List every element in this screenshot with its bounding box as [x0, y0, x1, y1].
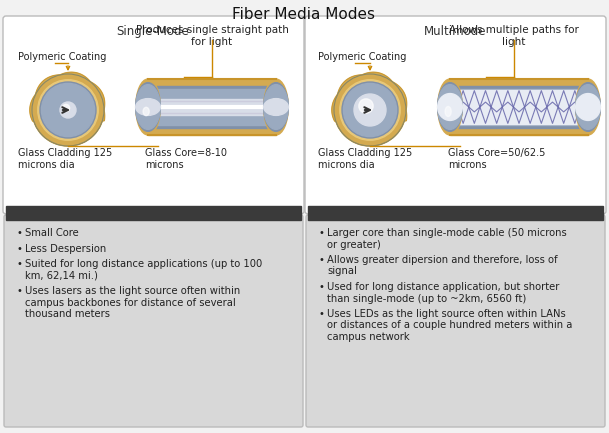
Text: •: • — [16, 259, 22, 269]
FancyBboxPatch shape — [3, 16, 304, 214]
Ellipse shape — [438, 84, 462, 129]
Ellipse shape — [438, 83, 462, 131]
Text: Small Core: Small Core — [25, 228, 79, 238]
Text: Glass Core=50/62.5
microns: Glass Core=50/62.5 microns — [448, 148, 546, 170]
Text: •: • — [16, 228, 22, 238]
Circle shape — [62, 104, 69, 112]
Text: Less Despersion: Less Despersion — [25, 243, 106, 253]
Text: than single-mode (up to ~2km, 6560 ft): than single-mode (up to ~2km, 6560 ft) — [327, 294, 526, 304]
Ellipse shape — [264, 84, 288, 129]
Bar — [450, 86, 588, 128]
Text: •: • — [318, 255, 324, 265]
Circle shape — [38, 80, 98, 140]
Text: Single-Mode: Single-Mode — [117, 25, 189, 38]
Ellipse shape — [136, 79, 160, 135]
Text: •: • — [318, 309, 324, 319]
FancyBboxPatch shape — [305, 16, 606, 214]
Circle shape — [60, 102, 76, 118]
Ellipse shape — [576, 94, 600, 120]
Polygon shape — [332, 72, 407, 146]
Text: Glass Cladding 125
microns dia: Glass Cladding 125 microns dia — [318, 148, 412, 170]
Circle shape — [343, 84, 396, 136]
Text: thousand meters: thousand meters — [25, 309, 110, 319]
Text: Allows multiple paths for
light: Allows multiple paths for light — [449, 25, 579, 47]
Ellipse shape — [576, 79, 600, 135]
FancyBboxPatch shape — [4, 215, 303, 427]
Circle shape — [40, 82, 96, 138]
Polygon shape — [30, 72, 105, 146]
Ellipse shape — [264, 83, 288, 131]
Ellipse shape — [438, 79, 462, 135]
Ellipse shape — [576, 83, 600, 131]
Text: Produces single straight path
for light: Produces single straight path for light — [136, 25, 289, 47]
Ellipse shape — [576, 84, 600, 129]
Circle shape — [342, 82, 398, 138]
Text: Uses LEDs as the light source often within LANs: Uses LEDs as the light source often with… — [327, 309, 566, 319]
Text: signal: signal — [327, 266, 357, 277]
Text: km, 62,14 mi.): km, 62,14 mi.) — [25, 271, 98, 281]
Bar — [148, 99, 276, 116]
Ellipse shape — [445, 107, 451, 116]
Text: •: • — [318, 228, 324, 238]
Text: Multimode: Multimode — [424, 25, 486, 38]
Text: or greater): or greater) — [327, 239, 381, 249]
Circle shape — [354, 94, 386, 126]
Text: Glass Cladding 125
microns dia: Glass Cladding 125 microns dia — [18, 148, 112, 170]
Ellipse shape — [143, 107, 149, 116]
Ellipse shape — [136, 84, 160, 129]
Text: Fiber Media Modes: Fiber Media Modes — [233, 7, 376, 22]
Text: campus network: campus network — [327, 332, 410, 342]
Text: Used for long distance application, but shorter: Used for long distance application, but … — [327, 282, 560, 292]
Text: •: • — [16, 243, 22, 253]
Circle shape — [41, 84, 94, 136]
Bar — [308, 206, 603, 220]
Bar — [148, 89, 276, 125]
Bar — [148, 79, 276, 135]
Text: Suited for long distance applications (up to 100: Suited for long distance applications (u… — [25, 259, 262, 269]
FancyBboxPatch shape — [306, 215, 605, 427]
Text: Larger core than single-mode cable (50 microns: Larger core than single-mode cable (50 m… — [327, 228, 567, 238]
Bar — [450, 90, 588, 124]
Ellipse shape — [264, 79, 288, 135]
Text: •: • — [16, 286, 22, 296]
Text: or distances of a couple hundred meters within a: or distances of a couple hundred meters … — [327, 320, 572, 330]
Ellipse shape — [136, 99, 160, 116]
Bar — [450, 79, 588, 135]
Bar — [148, 79, 276, 135]
Text: Polymeric Coating: Polymeric Coating — [18, 52, 107, 62]
Text: Uses lasers as the light source often within: Uses lasers as the light source often wi… — [25, 286, 240, 296]
Circle shape — [359, 99, 373, 113]
Text: campus backbones for distance of several: campus backbones for distance of several — [25, 297, 236, 307]
Ellipse shape — [264, 99, 288, 116]
Ellipse shape — [136, 83, 160, 131]
Text: Glass Core=8-10
microns: Glass Core=8-10 microns — [145, 148, 227, 170]
Bar — [450, 89, 588, 125]
Text: Allows greater dipersion and therefore, loss of: Allows greater dipersion and therefore, … — [327, 255, 558, 265]
Text: •: • — [318, 282, 324, 292]
Bar — [148, 86, 276, 128]
Bar — [450, 79, 588, 135]
Ellipse shape — [438, 94, 462, 120]
Bar — [6, 206, 301, 220]
Text: Polymeric Coating: Polymeric Coating — [318, 52, 406, 62]
Circle shape — [340, 80, 400, 140]
